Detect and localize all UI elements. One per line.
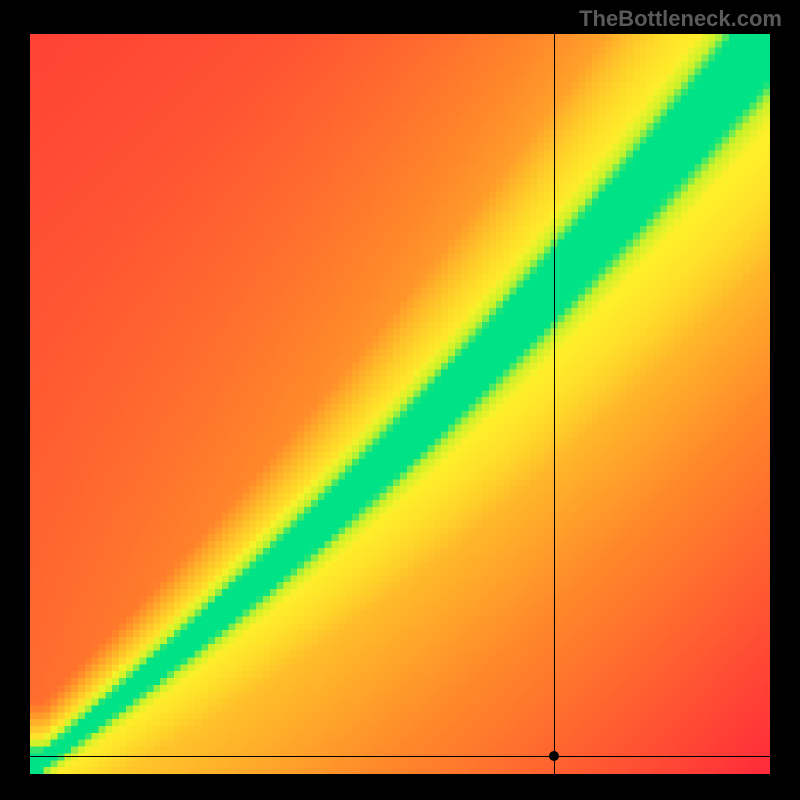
plot-area [30,34,770,774]
crosshair-horizontal [30,756,770,757]
crosshair-vertical [554,34,555,774]
attribution-text: TheBottleneck.com [579,6,782,32]
heatmap-canvas [30,34,770,774]
marker-point [549,751,559,761]
